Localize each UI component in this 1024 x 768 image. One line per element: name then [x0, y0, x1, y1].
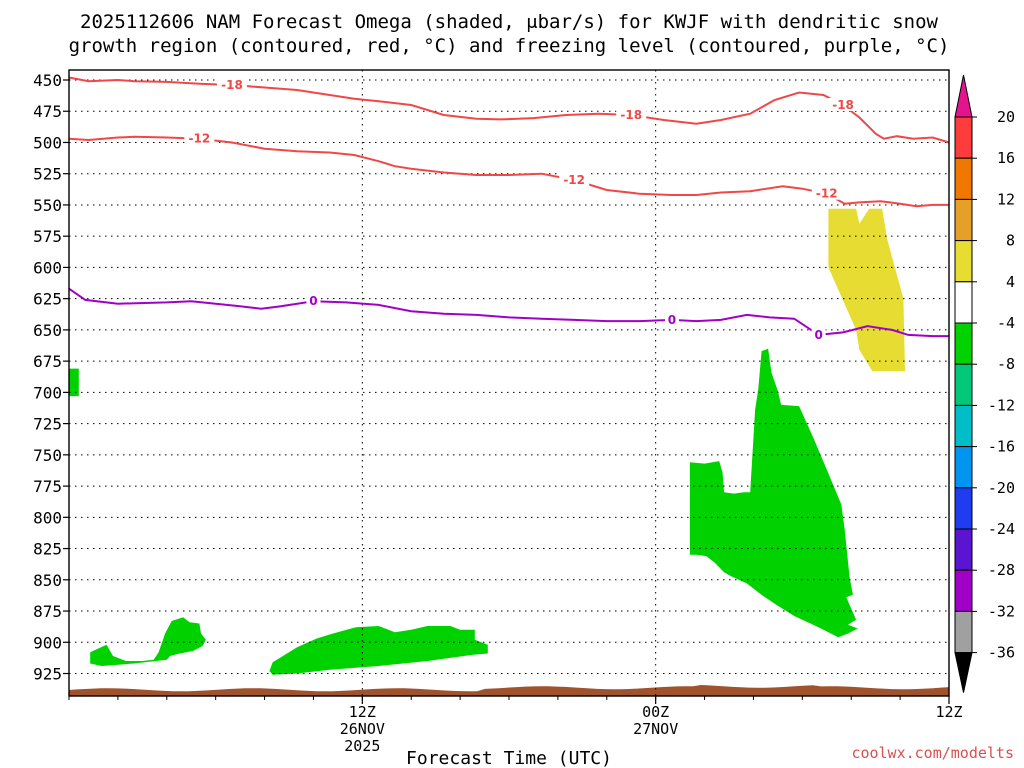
- ground-surface-layer: [69, 685, 949, 696]
- colorbar-top-arrow: [954, 74, 973, 118]
- y-tick-label-550: 550: [33, 196, 62, 215]
- ground-surface: [69, 685, 949, 696]
- colorbar-label-12: -28: [988, 561, 1015, 579]
- colorbar-swatch-13: [954, 610, 973, 654]
- contour-label-0-2: 0: [668, 313, 676, 327]
- title-line-1: 2025112606 NAM Forecast Omega (shaded, μ…: [80, 11, 938, 33]
- contour-label-bg: [559, 172, 590, 186]
- omega-region-3: [269, 626, 488, 675]
- colorbar-bottom-arrow: [954, 652, 973, 693]
- colorbar-swatch-2: [954, 157, 973, 200]
- contour-label-bg: [616, 107, 647, 121]
- y-tick-label-525: 525: [33, 165, 62, 184]
- omega-shading-layer: [69, 208, 905, 675]
- x-tick-label-2-1: 12Z: [935, 703, 962, 721]
- colorbar-label-5: 4: [1006, 273, 1015, 291]
- y-axis: 450 475 500 525 550 575 600 625 650 675 700 725 750 7…: [33, 71, 69, 684]
- colorbar-swatch-9: [954, 446, 973, 489]
- contour-label-bg: [828, 97, 859, 111]
- colorbar-swatch-7: [954, 363, 973, 406]
- x-tick-label-0-3: 2025: [344, 737, 380, 755]
- contour-label-bg: [184, 131, 215, 145]
- x-tick-label-1-1: 00Z: [642, 703, 669, 721]
- colorbar-swatch-8: [954, 404, 973, 448]
- contour-label--18-2: -18: [620, 108, 642, 122]
- omega-region-1: [69, 368, 79, 397]
- x-tick-label-0-2: 26NOV: [340, 720, 385, 738]
- x-axis: 12Z26NOV202500Z27NOV12Z00Z28NOV12Z00Z29N…: [68, 696, 963, 755]
- colorbar-swatch-5: [954, 281, 973, 324]
- colorbar-label-9: -16: [988, 438, 1015, 456]
- contour-line-2: [68, 135, 949, 208]
- y-tick-label-675: 675: [33, 352, 62, 371]
- contour-label--18-3: -18: [832, 98, 854, 112]
- y-tick-label-500: 500: [33, 133, 62, 152]
- colorbar-label-2: 16: [997, 149, 1015, 167]
- x-tick-label-1-2: 27NOV: [633, 720, 678, 738]
- colorbar-swatch-10: [954, 487, 973, 530]
- colorbar-label-10: -20: [988, 479, 1015, 497]
- colorbar: 20 16 12 8 4 -4 -8 -12 -16 -20 -24 -28 -32 -36: [954, 74, 1015, 693]
- colorbar-label-13: -32: [988, 602, 1015, 620]
- y-tick-label-725: 725: [33, 415, 62, 434]
- contour-label--18-1: -18: [221, 78, 243, 92]
- contour-layer: -18 -18 -18 -12 -12 -12 0 0 0: [68, 76, 950, 342]
- contour-label--12-3: -12: [816, 187, 838, 201]
- y-tick-label-450: 450: [33, 71, 62, 90]
- y-tick-label-775: 775: [33, 477, 62, 496]
- colorbar-swatch-11: [954, 528, 973, 571]
- y-tick-label-600: 600: [33, 258, 62, 277]
- colorbar-swatch-12: [954, 569, 973, 612]
- grid-layer: [69, 70, 950, 696]
- y-tick-label-625: 625: [33, 290, 62, 309]
- y-tick-label-925: 925: [33, 665, 62, 684]
- contour-label-0-1: 0: [309, 294, 317, 308]
- omega-region-2: [90, 617, 206, 666]
- colorbar-label-6: -4: [997, 314, 1015, 332]
- colorbar-swatch-6: [954, 322, 973, 365]
- contour-label-bg: [216, 77, 247, 91]
- contour-label--12-2: -12: [563, 173, 585, 187]
- colorbar-label-7: -8: [997, 355, 1015, 373]
- y-tick-label-825: 825: [33, 540, 62, 559]
- y-tick-label-575: 575: [33, 227, 62, 246]
- y-tick-label-750: 750: [33, 446, 62, 465]
- contour-label-bg: [664, 312, 679, 326]
- omega-region-4: [689, 348, 858, 638]
- colorbar-swatch-4: [954, 240, 973, 283]
- colorbar-swatch-1: [954, 116, 973, 159]
- colorbar-label-4: 8: [1006, 232, 1015, 250]
- colorbar-label-3: 12: [997, 190, 1015, 208]
- colorbar-label-1: 20: [997, 108, 1015, 126]
- y-tick-label-900: 900: [33, 633, 62, 652]
- x-tick-label-0-1: 12Z: [349, 703, 376, 721]
- y-tick-label-700: 700: [33, 383, 62, 402]
- contour-label-0-3: 0: [814, 328, 822, 342]
- y-tick-label-850: 850: [33, 571, 62, 590]
- contour-label-bg: [306, 294, 321, 308]
- y-tick-label-475: 475: [33, 102, 62, 121]
- title-line-2: growth region (contoured, red, °C) and f…: [69, 35, 950, 57]
- y-tick-label-800: 800: [33, 508, 62, 527]
- colorbar-swatch-3: [954, 198, 973, 242]
- colorbar-label-14: -36: [988, 644, 1015, 662]
- y-tick-label-650: 650: [33, 321, 62, 340]
- y-tick-label-875: 875: [33, 602, 62, 621]
- colorbar-label-8: -12: [988, 396, 1015, 414]
- contour-label-bg: [811, 186, 842, 200]
- contour-line-3: [68, 287, 949, 338]
- x-axis-title: Forecast Time (UTC): [406, 748, 612, 768]
- contour-label-bg: [811, 327, 826, 341]
- omega-region-5: [828, 208, 905, 372]
- credit-link[interactable]: coolwx.com/modelts: [851, 744, 1014, 762]
- colorbar-label-11: -24: [988, 520, 1015, 538]
- contour-label--12-1: -12: [189, 132, 211, 146]
